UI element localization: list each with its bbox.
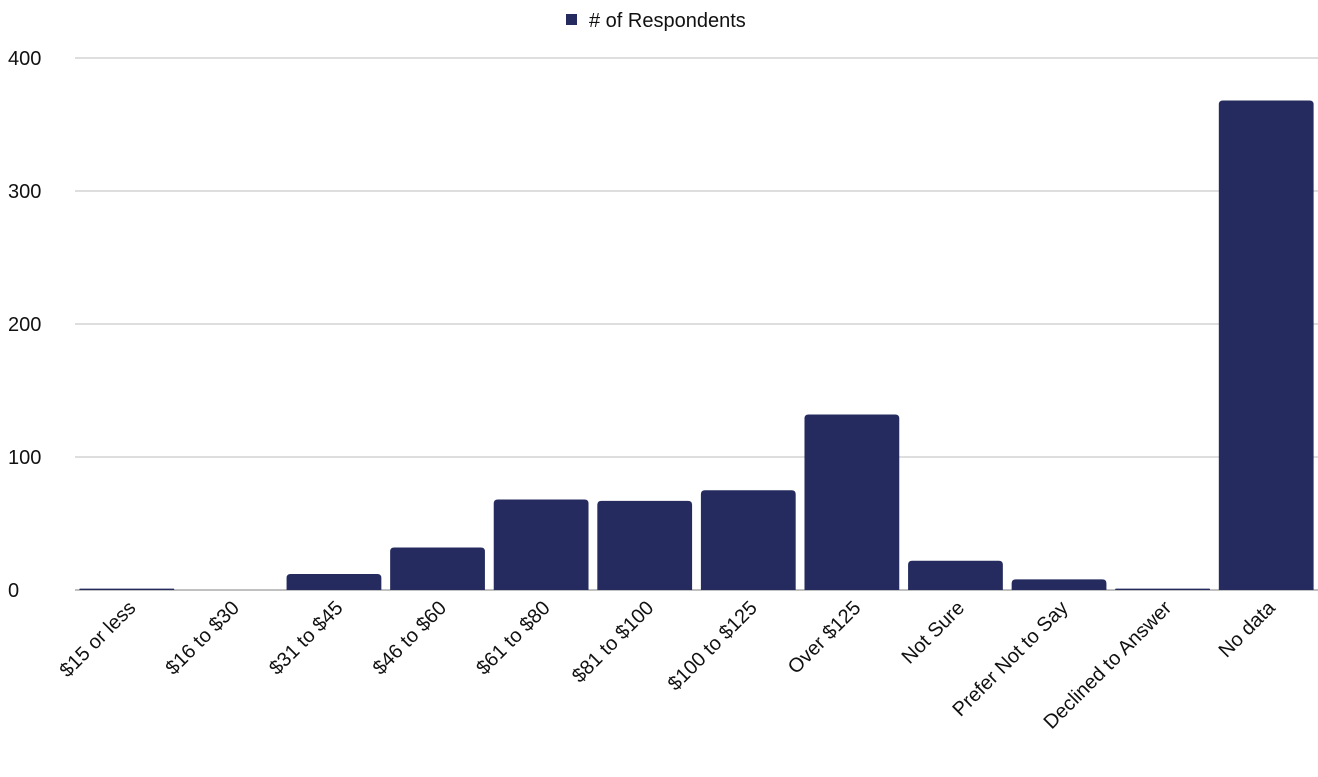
bar [1218,100,1314,590]
bars [79,100,1314,591]
y-tick-label: 200 [8,314,41,336]
x-tick-label: Over $125 [784,597,866,679]
x-tick-label: $31 to $45 [265,597,347,679]
x-tick-label: $16 to $30 [162,597,244,679]
y-tick-label: 100 [8,447,41,469]
bar [390,547,485,590]
bar [908,560,1003,590]
bar [286,574,382,590]
bar [804,414,900,590]
legend-label: # of Respondents [589,10,746,32]
x-tick-label: $61 to $80 [472,597,554,679]
bar [700,490,796,590]
y-tick-label: 0 [8,580,19,602]
x-tick-label: $81 to $100 [568,597,658,687]
legend: # of Respondents [566,10,746,32]
gridlines [75,57,1318,591]
legend-swatch [566,14,577,25]
y-tick-label: 400 [8,48,41,70]
bar [79,588,175,590]
x-tick-label: Not Sure [898,597,969,668]
x-tick-label: No data [1215,596,1281,662]
x-tick-label: $100 to $125 [664,597,762,695]
bar [1011,579,1107,590]
bar [1115,588,1211,590]
x-axis-ticks: $15 or less $16 to $30 $31 to $45 $46 to $6… [56,596,1281,733]
y-axis-ticks: 0 100 200 300 400 [8,48,41,602]
x-tick-label: $46 to $60 [369,597,451,679]
bar [493,499,589,590]
x-tick-label: $15 or less [56,597,141,682]
bar [597,500,693,590]
y-tick-label: 300 [8,181,41,203]
